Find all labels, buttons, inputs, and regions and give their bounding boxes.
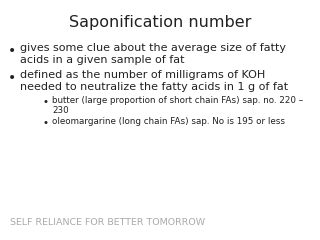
Text: Saponification number: Saponification number bbox=[69, 15, 251, 30]
Text: •: • bbox=[8, 71, 16, 85]
Text: •: • bbox=[8, 44, 16, 58]
Text: defined as the number of milligrams of KOH: defined as the number of milligrams of K… bbox=[20, 70, 265, 80]
Text: 230: 230 bbox=[52, 106, 69, 115]
Text: needed to neutralize the fatty acids in 1 g of fat: needed to neutralize the fatty acids in … bbox=[20, 82, 288, 92]
Text: butter (large proportion of short chain FAs) sap. no. 220 –: butter (large proportion of short chain … bbox=[52, 96, 303, 105]
Text: gives some clue about the average size of fatty: gives some clue about the average size o… bbox=[20, 43, 286, 53]
Text: •: • bbox=[42, 118, 48, 128]
Text: SELF RELIANCE FOR BETTER TOMORROW: SELF RELIANCE FOR BETTER TOMORROW bbox=[10, 218, 205, 227]
Text: acids in a given sample of fat: acids in a given sample of fat bbox=[20, 55, 185, 65]
Text: oleomargarine (long chain FAs) sap. No is 195 or less: oleomargarine (long chain FAs) sap. No i… bbox=[52, 117, 285, 126]
Text: •: • bbox=[42, 97, 48, 107]
